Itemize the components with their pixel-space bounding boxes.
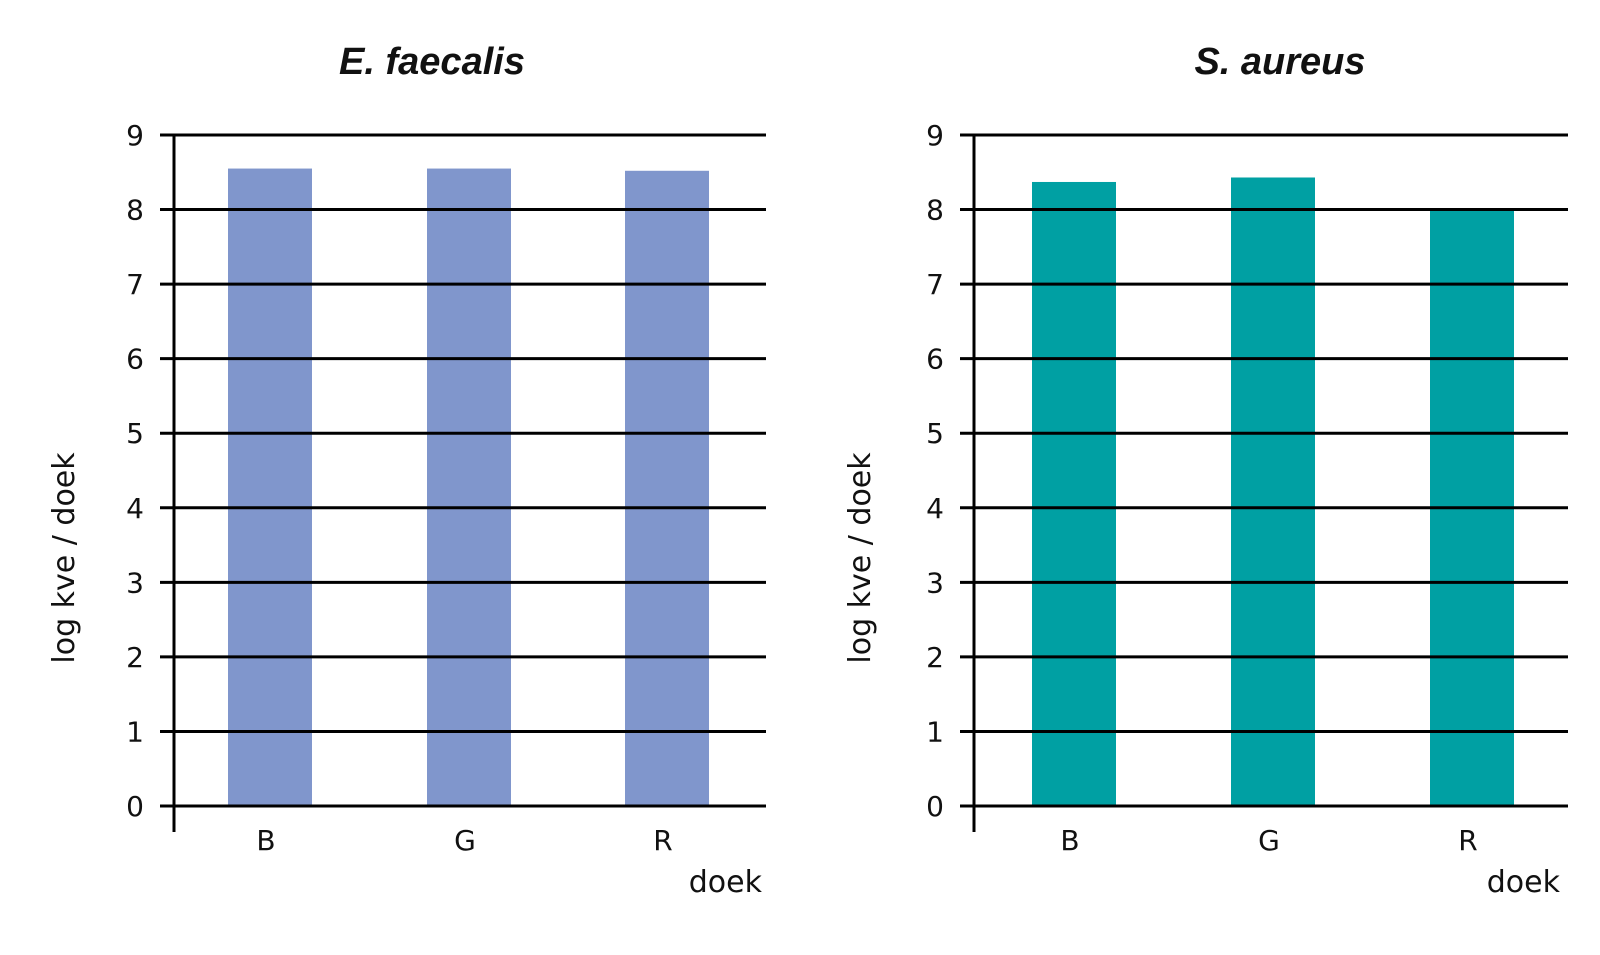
x-tick-label: R (1458, 824, 1477, 857)
y-axis-label: log kve / doek (47, 452, 82, 664)
y-tick-label: 9 (926, 119, 944, 152)
bar-b (1032, 181, 1116, 807)
y-tick-label: 8 (126, 194, 144, 227)
bar-r (625, 170, 709, 806)
y-tick-label: 6 (926, 343, 944, 376)
bar-g (427, 168, 511, 807)
y-tick-label: 8 (926, 194, 944, 227)
y-tick-label: 0 (126, 790, 144, 823)
x-tick-label: G (454, 824, 476, 857)
y-tick-label: 0 (926, 790, 944, 823)
y-tick-label: 7 (126, 268, 144, 301)
y-tick-label: 6 (126, 343, 144, 376)
bar-b (228, 168, 312, 807)
y-tick-label: 3 (926, 566, 944, 599)
chart-panel-e-faecalis: E. faecalis log kve / doek doek 0 1 2 3 4 5 6 7… (47, 41, 766, 900)
y-tick-label: 2 (926, 641, 944, 674)
chart-title: S. aureus (1194, 41, 1365, 83)
y-axis-label: log kve / doek (843, 452, 878, 664)
y-tick-label: 1 (126, 715, 144, 748)
chart-panel-s-aureus: S. aureus log kve / doek doek 0 1 2 3 4 5 6 7 8 9… (843, 41, 1568, 900)
y-tick-label: 1 (926, 715, 944, 748)
x-tick-label: B (1060, 824, 1079, 857)
plot-area: 0 1 2 3 4 5 6 7 8 9 B G R (926, 119, 1568, 857)
y-tick-label: 7 (926, 268, 944, 301)
chart-title: E. faecalis (339, 41, 525, 83)
x-tick-label: R (653, 824, 672, 857)
y-tick-label: 9 (126, 119, 144, 152)
x-tick-label: B (256, 824, 275, 857)
x-tick-label: G (1258, 824, 1280, 857)
y-tick-label: 4 (926, 492, 944, 525)
bar-g (1231, 177, 1315, 806)
x-axis-label: doek (689, 865, 763, 900)
x-axis-label: doek (1487, 865, 1561, 900)
plot-area: 0 1 2 3 4 5 6 7 8 9 B G R (126, 119, 766, 857)
y-tick-label: 4 (126, 492, 144, 525)
y-tick-label: 5 (926, 417, 944, 450)
y-tick-label: 3 (126, 566, 144, 599)
y-tick-label: 2 (126, 641, 144, 674)
y-tick-label: 5 (126, 417, 144, 450)
